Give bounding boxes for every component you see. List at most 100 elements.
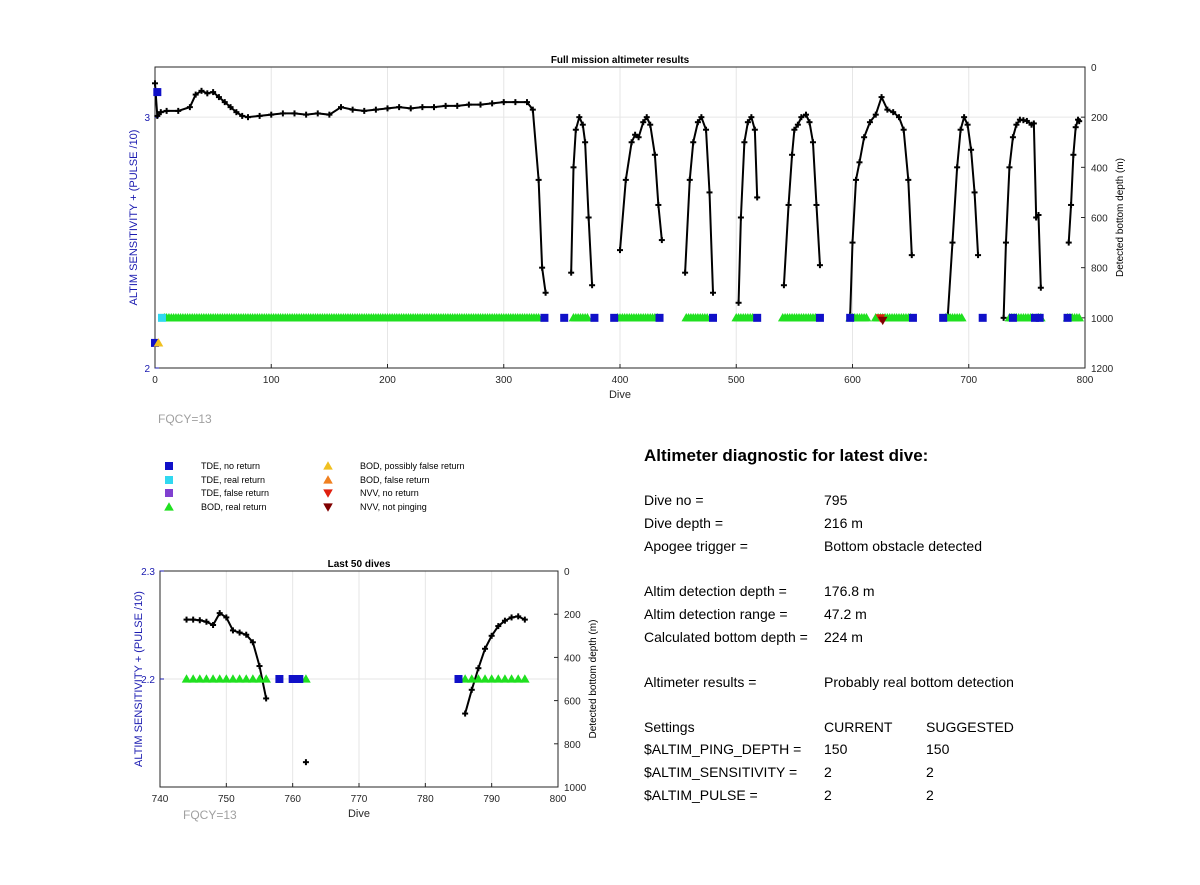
y-right-tick-label: 1000	[564, 783, 587, 794]
depth-point	[210, 89, 217, 96]
depth-point	[349, 106, 356, 113]
series-bod-real-return	[181, 674, 530, 683]
legend-symbol	[164, 502, 174, 511]
depth-point	[243, 631, 250, 638]
depth-point	[744, 119, 751, 126]
depth-point	[813, 201, 820, 208]
x-tick-label: 300	[495, 375, 512, 386]
legend-triangle-up-icon	[164, 502, 174, 511]
diagnostic-value: Probably real bottom detection	[824, 674, 1014, 690]
depth-point	[384, 105, 391, 112]
depth-point	[542, 289, 549, 296]
diagnostic-value: 216 m	[824, 515, 863, 531]
last-dives-chart: 740 750 760 770 780 790 800 2.3 2.2 0 200 400 600 800…	[133, 559, 599, 820]
depth-point	[1035, 211, 1042, 218]
y-left-tick-label: 2.3	[141, 567, 155, 578]
x-tick-label: 760	[284, 794, 301, 805]
depth-point	[643, 114, 650, 121]
triangle-up-marker	[473, 674, 484, 683]
depth-point	[407, 105, 414, 112]
legend-symbol	[323, 503, 333, 512]
depth-point	[196, 617, 203, 624]
bod-real-marker	[582, 313, 593, 322]
triangle-up-marker	[506, 674, 517, 683]
depth-point	[302, 759, 309, 766]
y-left-tick-label: 3	[144, 113, 150, 124]
depth-line	[737, 114, 759, 303]
depth-point	[791, 126, 798, 133]
main-fqcy-label: FQCY=13	[158, 412, 212, 426]
triangle-up-marker	[261, 674, 271, 683]
x-tick-label: 700	[960, 375, 977, 386]
chart-title: Last 50 dives	[328, 559, 391, 570]
diagnostic-suggested-value: 2	[926, 787, 934, 803]
depth-point	[856, 159, 863, 166]
diagnostic-label: Altim detection range =	[644, 606, 788, 622]
square-marker	[560, 313, 569, 322]
depth-point	[861, 134, 868, 141]
depth-point	[529, 106, 536, 113]
depth-point	[154, 112, 161, 119]
depth-point	[442, 102, 449, 109]
triangle-down-marker	[877, 316, 888, 326]
depth-point	[908, 252, 915, 259]
depth-point	[589, 282, 596, 289]
y-right-tick-label: 800	[1091, 264, 1108, 275]
diagnostic-label: Altim detection depth =	[644, 583, 787, 599]
depth-point	[183, 616, 190, 623]
depth-point	[314, 110, 321, 117]
legend-square-icon	[165, 462, 173, 470]
square-marker	[753, 313, 762, 322]
diagnostic-value: CURRENT	[824, 719, 893, 735]
depth-point	[735, 299, 742, 306]
x-tick-label: 790	[483, 794, 500, 805]
depth-point	[236, 629, 243, 636]
depth-point	[239, 112, 246, 119]
legend-square-icon	[165, 489, 173, 498]
depth-point	[419, 104, 426, 111]
depth-point	[203, 618, 210, 625]
legend-triangle-up-icon	[323, 461, 333, 470]
y-left-axis-label: ALTIM SENSITIVITY + (PULSE /10)	[128, 130, 140, 306]
triangle-up-marker	[228, 674, 238, 683]
depth-point	[1006, 164, 1013, 171]
depth-point	[780, 282, 787, 289]
last-fqcy-label: FQCY=13	[183, 808, 237, 822]
x-axis-label: Dive	[609, 389, 631, 401]
depth-point	[658, 237, 665, 244]
bod-real-marker	[1074, 313, 1084, 322]
depth-point	[878, 94, 885, 101]
series-bod-possibly-false-return	[153, 338, 164, 347]
x-tick-label: 780	[417, 794, 434, 805]
depth-point	[372, 106, 379, 113]
depth-line	[570, 114, 594, 286]
depth-point	[1070, 151, 1077, 158]
depth-point	[465, 101, 472, 108]
square-marker	[1063, 313, 1072, 322]
triangle-up-marker	[480, 674, 490, 683]
main-chart: 0 100 200 300 400 500 600 700 800320200400600800…	[128, 55, 1126, 401]
depth-point	[635, 134, 642, 141]
square-marker	[1008, 313, 1017, 322]
depth-point	[751, 126, 758, 133]
legend-symbol	[323, 474, 333, 484]
depth-point	[737, 214, 744, 221]
depth-point	[647, 121, 654, 128]
series-nvv-not-pinging	[877, 316, 888, 326]
depth-point	[872, 111, 879, 118]
triangle-up-marker	[301, 674, 311, 683]
depth-point	[326, 111, 333, 118]
depth-point	[798, 114, 805, 121]
legend-square-icon	[165, 475, 173, 484]
diagnostic-suggested-value: 2	[926, 764, 934, 780]
y-right-axis-label: Detected bottom depth (m)	[1115, 158, 1126, 277]
legend-triangle-up-icon	[323, 474, 333, 484]
depth-point	[949, 239, 956, 246]
depth-point	[192, 91, 199, 98]
diagnostic-label: Dive depth =	[644, 515, 723, 531]
x-tick-label: 800	[550, 794, 567, 805]
chart-title: Full mission altimeter results	[551, 55, 690, 66]
y-right-tick-label: 600	[1091, 214, 1108, 225]
x-tick-label: 0	[152, 375, 158, 386]
depth-point	[617, 247, 623, 254]
